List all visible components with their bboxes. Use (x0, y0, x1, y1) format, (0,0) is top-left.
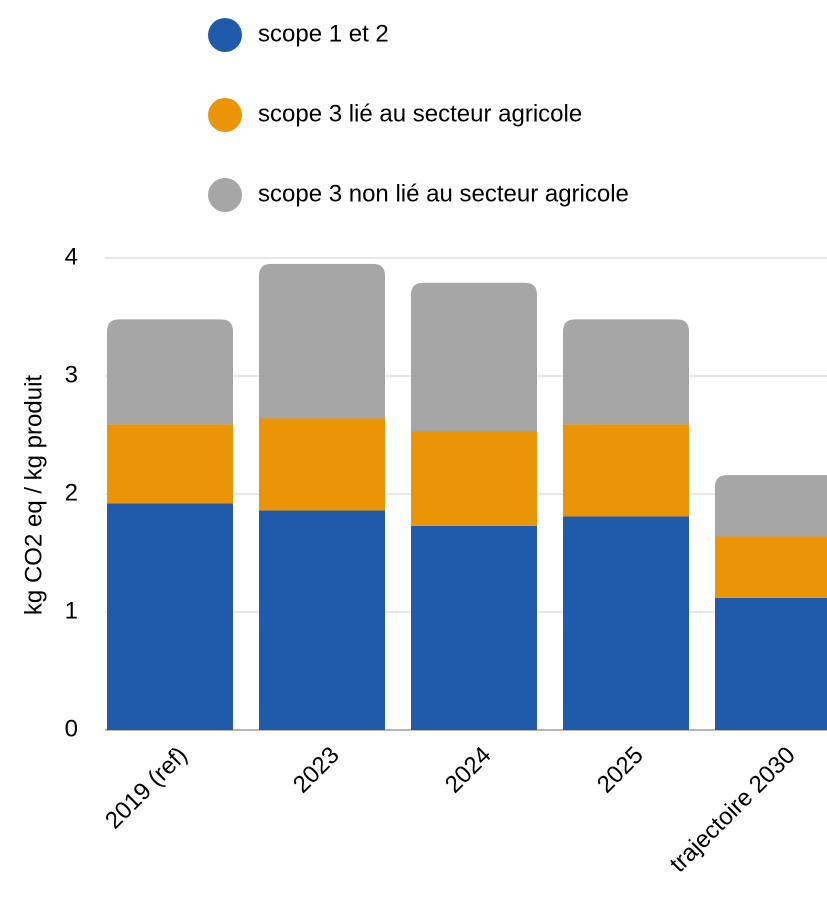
y-axis-label: kg CO2 eq / kg produit (20, 375, 47, 615)
bar-segment (259, 263, 385, 419)
bar-segment (259, 510, 385, 730)
bar-segment (715, 475, 827, 537)
legend-label: scope 3 lié au secteur agricole (258, 100, 582, 127)
legend-label: scope 3 non lié au secteur agricole (258, 180, 629, 207)
y-tick-label: 4 (65, 243, 78, 270)
bar-segment (563, 319, 689, 425)
bar-segment (107, 424, 233, 504)
legend-label: scope 1 et 2 (258, 20, 389, 47)
y-tick-label: 1 (65, 597, 78, 624)
x-tick-label: 2023 (288, 742, 345, 799)
y-tick-label: 2 (65, 479, 78, 506)
bar-segment (563, 516, 689, 730)
bar-segment (411, 431, 537, 526)
x-tick-label: trajectoire 2030 (665, 742, 801, 878)
bar-segment (107, 503, 233, 730)
bar-segment (259, 418, 385, 511)
x-tick-label: 2019 (ref) (100, 742, 193, 835)
x-tick-label: 2025 (592, 742, 649, 799)
legend-swatch (208, 98, 242, 132)
y-tick-label: 3 (65, 361, 78, 388)
legend-swatch (208, 18, 242, 52)
bar-segment (563, 424, 689, 517)
bar-segment (715, 536, 827, 598)
bar-segment (107, 319, 233, 425)
bar-segment (715, 597, 827, 730)
bar-segment (411, 525, 537, 730)
legend-swatch (208, 178, 242, 212)
bar-segment (411, 282, 537, 432)
x-tick-label: 2024 (440, 742, 497, 799)
y-tick-label: 0 (65, 715, 78, 742)
